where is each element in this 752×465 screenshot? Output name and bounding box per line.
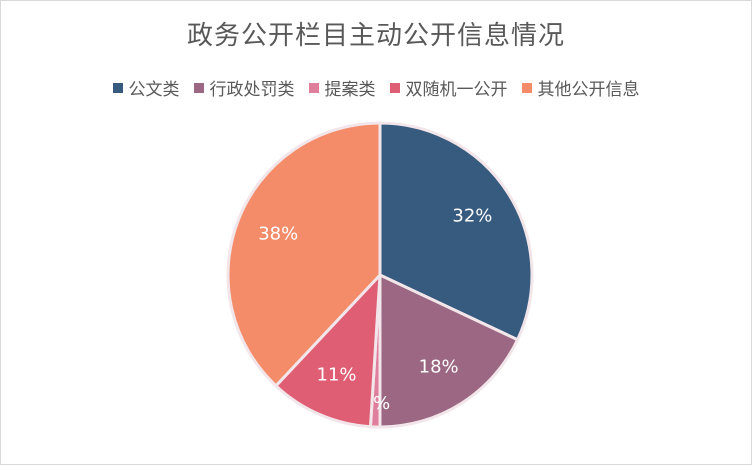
pie-slice-0 xyxy=(378,121,534,342)
pie-slice-3 xyxy=(274,273,382,429)
slice-label-0: 32% xyxy=(452,205,492,226)
legend-label-0: 公文类 xyxy=(128,80,180,100)
legend-label-2: 提案类 xyxy=(324,80,376,100)
legend-item-1: 行政处罚类 xyxy=(193,75,295,100)
legend-item-0: 公文类 xyxy=(112,75,180,100)
legend-item-4: 其他公开信息 xyxy=(521,75,640,100)
legend-label-1: 行政处罚类 xyxy=(209,80,295,100)
slice-label-4: 38% xyxy=(258,224,298,245)
chart-title: 政务公开栏目主动公开信息情况 xyxy=(186,21,565,51)
legend-swatch-3 xyxy=(389,82,400,93)
legend-swatch-1 xyxy=(193,82,204,93)
slice-label-1: 18% xyxy=(419,356,459,377)
legend-swatch-4 xyxy=(521,82,532,93)
pie-slice-1 xyxy=(378,273,520,429)
chart-legend: 公文类 行政处罚类 提案类 双随机一公开 其他公开信息 xyxy=(1,75,751,100)
legend-label-4: 其他公开信息 xyxy=(537,80,640,100)
legend-item-2: 提案类 xyxy=(308,75,376,100)
legend-swatch-2 xyxy=(308,82,319,93)
legend-swatch-0 xyxy=(112,82,123,93)
legend-label-3: 双随机一公开 xyxy=(405,80,508,100)
pie-slice-4 xyxy=(226,121,382,388)
slice-label-3: 11% xyxy=(317,364,357,385)
legend-item-3: 双随机一公开 xyxy=(389,75,508,100)
